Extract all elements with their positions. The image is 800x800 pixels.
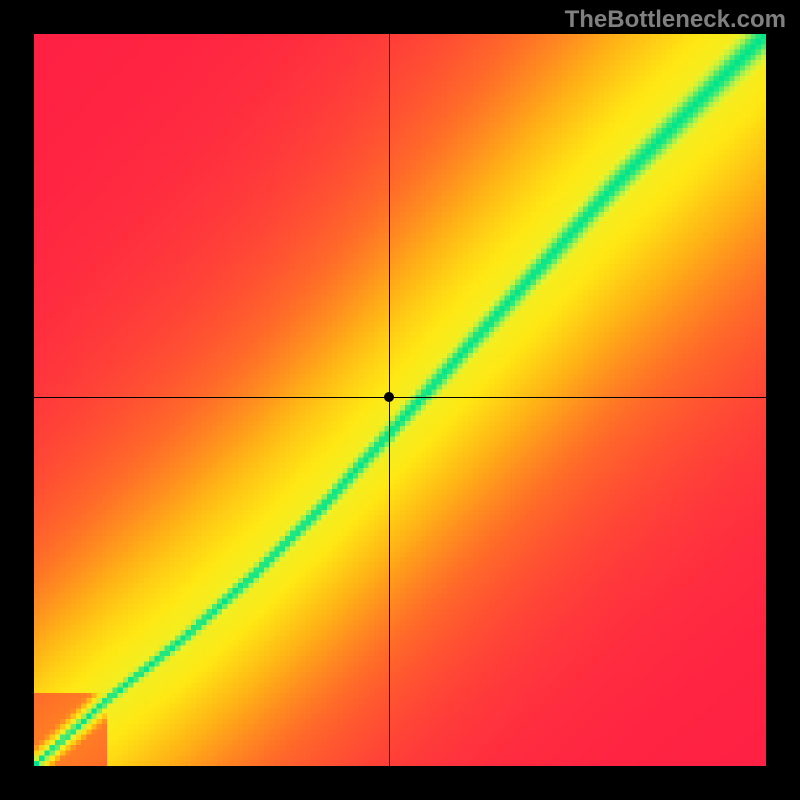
plot-area xyxy=(34,34,766,766)
watermark-text: TheBottleneck.com xyxy=(565,6,786,34)
crosshair-horizontal xyxy=(34,397,766,398)
crosshair-marker xyxy=(384,392,394,402)
heatmap-canvas xyxy=(34,34,766,766)
